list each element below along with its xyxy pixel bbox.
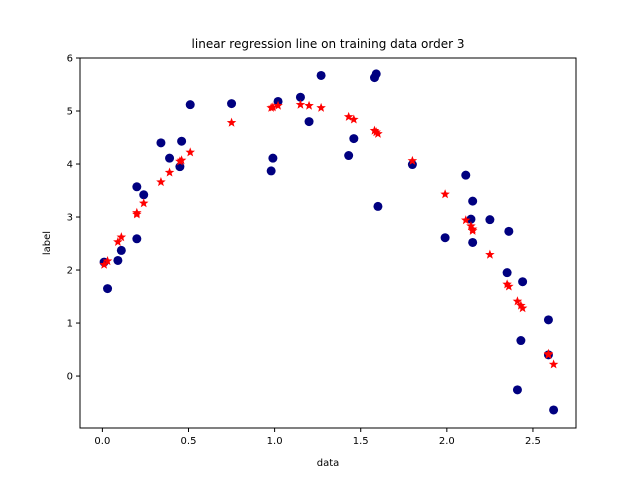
data-point-circle: [504, 226, 514, 236]
data-point-star: [176, 155, 187, 165]
data-point-star: [543, 349, 554, 359]
x-tick-label: 2.5: [525, 436, 541, 447]
data-point-circle: [165, 153, 175, 163]
x-tick-label: 2.0: [439, 436, 455, 447]
data-point-star: [373, 128, 383, 138]
data-point-circle: [266, 166, 276, 176]
data-point-circle: [512, 385, 522, 395]
data-point-circle: [502, 268, 512, 278]
data-point-star: [504, 281, 514, 291]
data-point-star: [156, 177, 166, 187]
data-point-star: [548, 359, 559, 369]
data-point-circle: [468, 196, 478, 206]
data-point-circle: [543, 315, 553, 325]
y-tick-label: 3: [67, 213, 73, 224]
data-point-star: [517, 303, 528, 313]
axes-frame: [79, 57, 577, 429]
data-point-star: [516, 300, 526, 310]
data-point-circle: [268, 153, 278, 163]
data-point-star: [440, 189, 450, 199]
data-point-circle: [516, 336, 526, 346]
data-point-circle: [549, 405, 559, 415]
data-point-circle: [113, 255, 123, 265]
data-point-star: [164, 167, 175, 177]
data-point-star: [113, 236, 123, 246]
data-point-circle: [304, 117, 314, 127]
data-point-circle: [373, 201, 383, 211]
data-point-circle: [185, 100, 195, 110]
data-point-circle: [461, 170, 471, 180]
y-tick-label: 5: [67, 107, 73, 118]
chart-title: linear regression line on training data …: [192, 37, 465, 51]
x-axis-label: data: [317, 458, 340, 469]
data-point-star: [138, 198, 149, 208]
data-point-star: [99, 259, 109, 269]
data-point-star: [467, 225, 478, 235]
data-point-star: [369, 125, 380, 135]
data-point-circle: [316, 70, 326, 80]
data-point-star: [273, 100, 283, 110]
data-point-star: [502, 279, 512, 289]
data-point-circle: [344, 151, 354, 161]
data-point-circle: [371, 69, 381, 79]
data-point-circle: [177, 136, 187, 146]
data-point-circle: [440, 233, 450, 243]
x-tick-label: 0.5: [181, 436, 197, 447]
y-axis-ticks: 0 1 2 3 4 5 6: [67, 54, 80, 383]
data-point-star: [512, 296, 523, 306]
data-point-star: [185, 147, 195, 157]
y-tick-label: 0: [67, 372, 73, 383]
data-point-circle: [518, 277, 528, 287]
data-point-star: [349, 114, 359, 124]
data-point-star: [304, 100, 314, 110]
y-tick-label: 2: [67, 266, 73, 277]
data-point-star: [116, 232, 127, 242]
data-point-circle: [295, 92, 305, 102]
y-tick-label: 6: [67, 54, 73, 65]
data-point-circle: [103, 284, 113, 294]
data-point-star: [371, 127, 381, 137]
data-point-circle: [139, 190, 149, 200]
data-point-star: [485, 249, 495, 259]
x-tick-label: 1.5: [353, 436, 369, 447]
data-point-circle: [132, 182, 142, 192]
data-point-circle: [156, 138, 166, 148]
plot-area: 0.0 0.5 1.0 1.5 2.0 2.5 0 1 2 3 4 5 6: [67, 54, 577, 447]
y-tick-label: 4: [67, 160, 73, 171]
data-point-circle: [468, 237, 478, 247]
data-point-star: [316, 102, 326, 112]
data-point-star: [268, 102, 278, 112]
data-point-circle: [349, 134, 359, 144]
x-tick-label: 1.0: [267, 436, 283, 447]
x-axis-ticks: 0.0 0.5 1.0 1.5 2.0 2.5: [94, 428, 541, 447]
y-axis-label: label: [42, 231, 53, 255]
data-point-star: [461, 215, 471, 225]
data-point-circle: [407, 160, 417, 170]
data-point-star: [226, 117, 237, 127]
x-tick-label: 0.0: [94, 436, 110, 447]
data-point-star: [132, 207, 142, 217]
data-point-circle: [116, 245, 126, 255]
series-1: [99, 99, 559, 369]
data-point-star: [102, 256, 113, 266]
data-point-circle: [485, 215, 495, 225]
series-layer: [99, 69, 559, 415]
data-point-star: [295, 99, 306, 109]
data-point-circle: [132, 234, 142, 244]
data-point-star: [407, 155, 418, 165]
data-point-star: [343, 111, 354, 121]
data-point-circle: [227, 99, 237, 109]
y-tick-label: 1: [67, 319, 73, 330]
data-point-circle: [466, 214, 476, 224]
data-point-star: [466, 221, 476, 231]
